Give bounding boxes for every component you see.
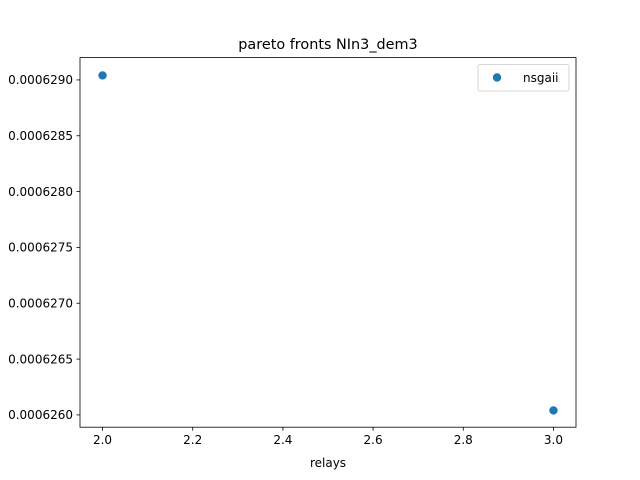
data-point-0-0	[98, 71, 107, 80]
x-tick-label: 2.0	[93, 433, 112, 447]
legend: nsgaii	[477, 64, 570, 92]
y-tick-label: 0.0006270	[8, 297, 73, 311]
legend-box	[477, 64, 570, 92]
chart-title: pareto fronts NIn3_dem3	[238, 37, 417, 53]
y-tick-label: 0.0006265	[8, 352, 73, 366]
x-tick-label: 2.6	[364, 433, 383, 447]
legend-marker-nsgaii	[492, 73, 502, 82]
x-tick-label: 2.2	[183, 433, 202, 447]
axes-frame	[79, 57, 577, 428]
x-tick-label: 2.8	[454, 433, 473, 447]
axes: 2.0 2.2 2.4 2.6 2.8 3.0 0.0006260 0.0006265 0.00…	[8, 57, 577, 447]
y-tick-label: 0.0006280	[8, 185, 73, 199]
legend-label-nsgaii: nsgaii	[523, 71, 559, 85]
plot-area	[98, 71, 558, 415]
x-tick-label: 2.4	[273, 433, 292, 447]
y-tick-label: 0.0006290	[8, 73, 73, 87]
y-tick-label: 0.0006285	[8, 129, 73, 143]
x-axis-label: relays	[310, 456, 346, 470]
x-tick-label: 3.0	[544, 433, 563, 447]
y-tick-label: 0.0006260	[8, 408, 73, 422]
y-tick-label: 0.0006275	[8, 241, 73, 255]
data-point-0-1	[549, 406, 558, 415]
